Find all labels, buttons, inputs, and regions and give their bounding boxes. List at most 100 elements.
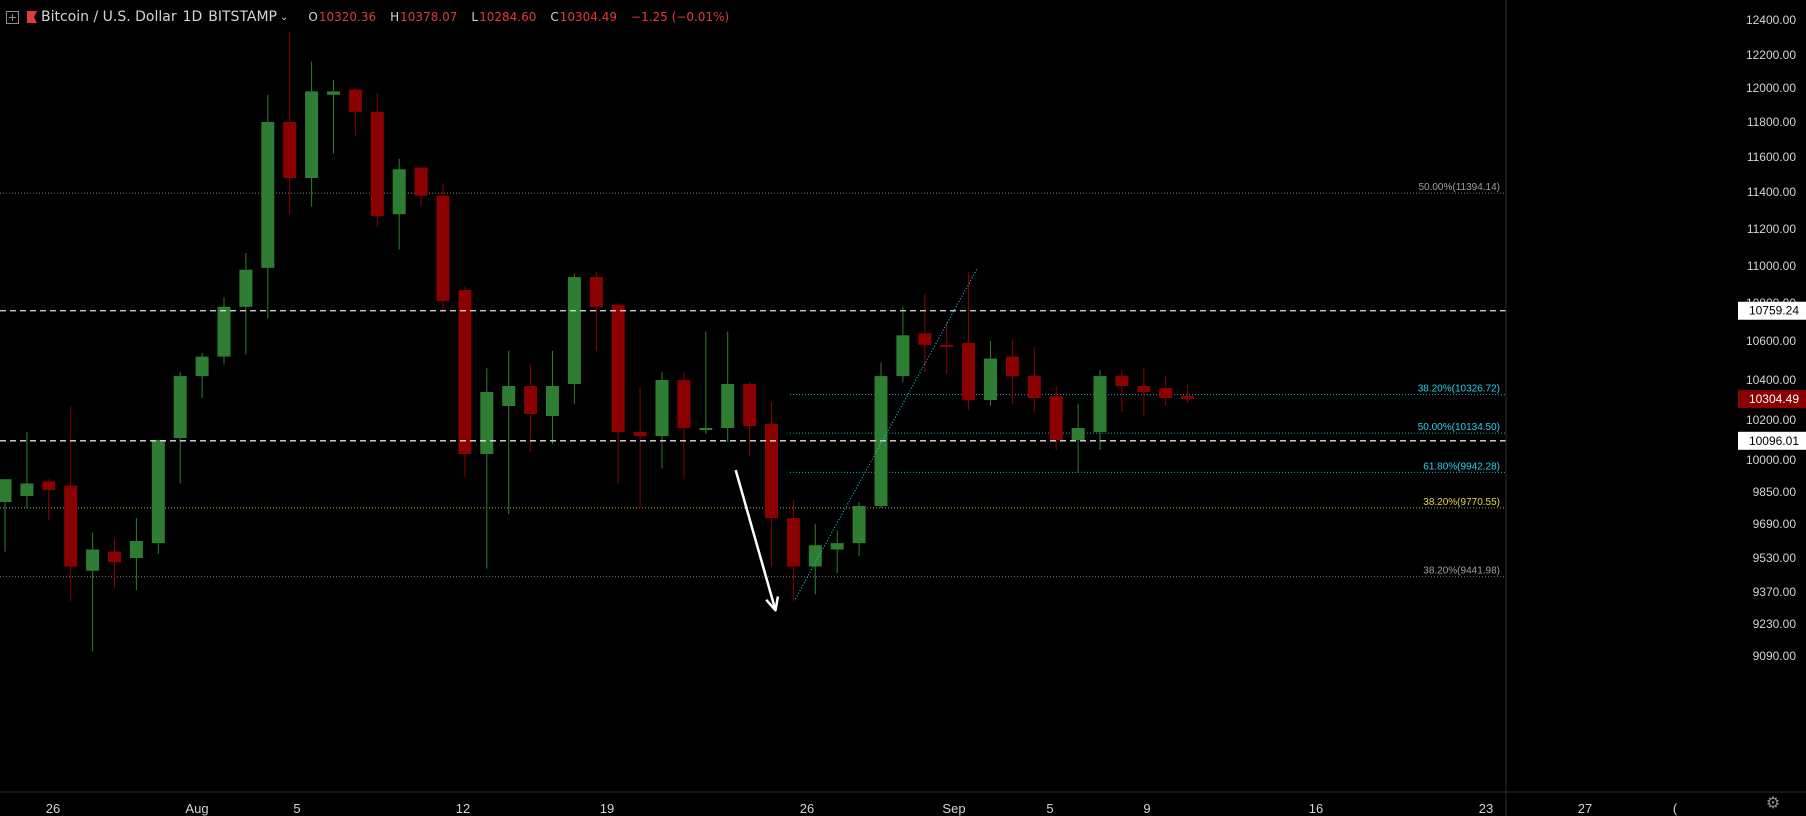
candle-up [480,392,494,454]
price-tick-label: 10600.00 [1746,334,1796,348]
fib-level-label: 50.00%(11394.14) [1418,182,1500,193]
price-tick-label: 9370.00 [1753,585,1797,599]
time-tick-label: Sep [942,801,965,816]
candle-up [86,549,100,571]
expand-icon[interactable] [6,10,19,24]
time-tick-label: 12 [456,801,470,816]
fib-level-label: 38.20%(9770.55) [1423,497,1500,508]
fib-level-label: 38.20%(9441.98) [1423,566,1500,577]
candle-down [743,384,757,426]
candle-down [677,380,691,428]
interval[interactable]: 1D [182,9,203,25]
candle-down [283,122,297,178]
price-tags: 10759.24 10304.49 10096.01 [1738,301,1806,450]
candle-up [305,91,319,178]
ohlc-legend: O 10320.36 H 10378.07 L 10284.60 C 10304… [308,10,743,24]
price-tick-label: 11200.00 [1747,222,1796,236]
symbol-header[interactable]: Bitcoin / U.S. Dollar 1D BITSTAMP ⌄ O 10… [6,6,743,28]
candle-down [42,481,56,490]
price-tick-label: 10000.00 [1746,453,1796,467]
candle-up [896,335,910,377]
time-tick-label: 5 [1046,801,1053,816]
time-tick-label: 19 [600,801,614,816]
price-tag-label: 10096.01 [1749,434,1799,448]
candle-down [1181,396,1195,400]
candle-up [239,269,253,307]
change-value: −1.25 (−0.01%) [631,10,730,24]
time-tick-label: 16 [1309,801,1323,816]
candle-down [1027,376,1041,398]
price-tick-label: 11400.00 [1747,185,1796,199]
close-value: 10304.49 [559,10,618,24]
candle-up [392,169,406,215]
arrow-shaft[interactable] [734,469,777,611]
candle-up [195,356,209,377]
candle-down [1115,376,1129,386]
candle-down [370,111,384,217]
candle-down [64,485,78,567]
fib-levels: 50.00%(11394.14) 38.20%(10326.72) 50.00%(1… [0,182,1506,578]
candle-down [348,89,362,112]
price-tick-label: 9530.00 [1753,551,1797,565]
price-tick-label: 9850.00 [1753,485,1797,499]
time-tick-label: 5 [293,801,300,816]
candle-down [458,290,472,454]
price-tick-label: 11000.00 [1747,259,1796,273]
candle-down [1049,396,1063,440]
candle-down [918,333,932,345]
candle-up [217,306,231,357]
candle-up [261,122,275,268]
drawings [0,267,1506,612]
candle-down [962,342,976,400]
candle-up [20,483,34,496]
candle-up [699,428,713,430]
candle-up [1071,428,1085,440]
price-tick-label: 11600.00 [1747,150,1796,164]
candle-down [765,424,778,518]
candle-up [129,541,143,558]
candle-up [546,386,559,416]
low-label: L [471,10,479,24]
candle-down [633,432,647,436]
symbol-name[interactable]: Bitcoin / U.S. Dollar [41,9,177,25]
time-tick-label: 23 [1479,801,1493,816]
chevron-down-icon[interactable]: ⌄ [280,11,289,23]
price-tick-label: 12400.00 [1746,13,1796,27]
price-tick-label: 10200.00 [1746,413,1796,427]
price-tag-box [1738,431,1806,450]
candle-down [524,386,538,414]
exchange[interactable]: BITSTAMP [208,9,278,25]
time-axis[interactable]: 26 Aug 5 12 19 26 Sep 5 9 16 23 27 ( [0,791,1806,816]
price-tick-label: 9690.00 [1753,517,1797,531]
candle-down [1005,356,1019,377]
candle-up [0,479,12,502]
candle-down [786,518,800,567]
candle-down [940,344,954,347]
price-tick-label: 11800.00 [1747,115,1796,129]
fib-level-label: 61.80%(9942.28) [1423,461,1500,472]
open-value: 10320.36 [318,10,377,24]
time-tick-label: Aug [185,801,208,816]
time-tick-label: 26 [46,801,60,816]
candle-down [1159,388,1173,398]
candle-up [721,384,735,428]
price-tick-label: 12200.00 [1746,48,1796,62]
candle-down [611,304,625,432]
gear-icon[interactable]: ⚙ [1765,793,1781,812]
candle-up [1093,376,1107,432]
candle-up [830,543,844,550]
price-tick-label: 10400.00 [1746,373,1796,387]
price-tick-label: 9230.00 [1753,617,1797,631]
time-tick-label: 26 [800,801,814,816]
candle-up [655,380,669,436]
low-value: 10284.60 [479,10,537,24]
fib-level-label: 50.00%(10134.50) [1418,422,1500,433]
candle-up [327,91,340,95]
candle-down [589,277,603,307]
high-label: H [390,10,400,24]
time-tick-label: 9 [1143,801,1150,816]
candle-up [151,440,165,544]
price-axis[interactable]: 12400.00 12200.00 12000.00 11800.00 11600.00… [1505,0,1797,816]
candle-up [808,545,822,567]
